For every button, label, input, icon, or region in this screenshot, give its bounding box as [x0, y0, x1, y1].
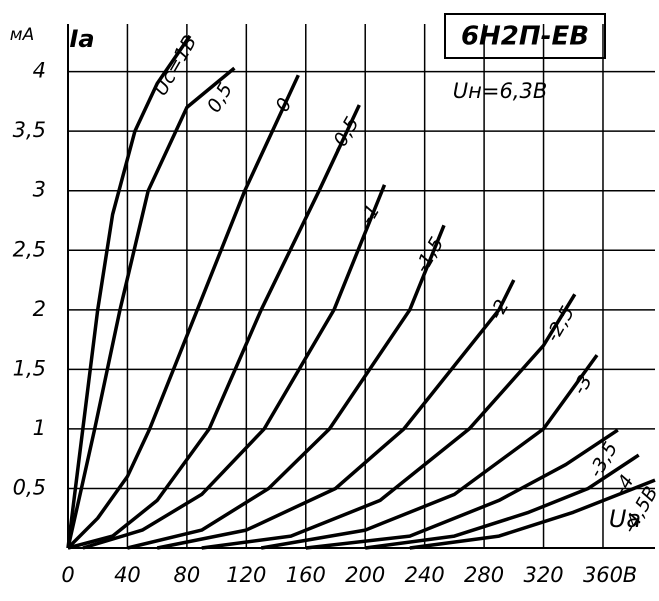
- series-line: [156, 279, 516, 550]
- series-line: [260, 354, 599, 550]
- series-label: -0,5: [326, 113, 364, 156]
- series-line: [66, 66, 236, 549]
- series-line: [364, 453, 640, 550]
- series-label: Uc=1В: [150, 32, 202, 100]
- series-label: -1,5: [411, 233, 449, 276]
- series-label: 0,5: [203, 79, 237, 116]
- title-box: [444, 13, 606, 59]
- y-label: Iа: [69, 25, 94, 53]
- x-tick-label: 80: [174, 563, 201, 587]
- x-tick-label: 120: [226, 563, 266, 587]
- y-tick-label: 3: [33, 178, 46, 202]
- x-tick-label: 280: [464, 563, 504, 587]
- y-tick-label: 0,5: [13, 475, 46, 499]
- subtitle: Uн=6,3В: [453, 79, 548, 103]
- chart-title: 6Н2П-ЕВ: [461, 22, 589, 52]
- series-label: 0: [271, 94, 296, 115]
- series-line: [201, 293, 577, 550]
- series-line: [126, 224, 446, 550]
- x-tick-label: 360: [583, 563, 623, 587]
- x-tick-label: 0: [61, 563, 74, 587]
- y-tick-label: 1: [33, 416, 46, 440]
- y-tick-label: 3,5: [13, 118, 46, 142]
- series-line: [82, 184, 387, 550]
- x-unit: В: [623, 563, 637, 587]
- series-line: [66, 74, 300, 550]
- x-tick-label: 160: [286, 563, 326, 587]
- series-line: [305, 428, 619, 550]
- y-tick-label: 2: [33, 297, 46, 321]
- x-label: Ua: [609, 505, 641, 533]
- series-line: [66, 34, 192, 549]
- series-label: -1: [356, 201, 385, 228]
- series-line: [67, 104, 361, 550]
- series-line: [409, 478, 656, 550]
- y-unit: мА: [10, 25, 34, 45]
- y-tick-label: 4: [33, 59, 46, 83]
- x-tick-label: 240: [405, 563, 445, 587]
- x-tick-label: 320: [523, 563, 563, 587]
- x-tick-label: 200: [345, 563, 385, 587]
- y-tick-label: 2,5: [13, 237, 46, 261]
- y-tick-label: 1,5: [13, 356, 46, 380]
- x-tick-label: 40: [114, 563, 141, 587]
- series-label: -3: [568, 371, 597, 398]
